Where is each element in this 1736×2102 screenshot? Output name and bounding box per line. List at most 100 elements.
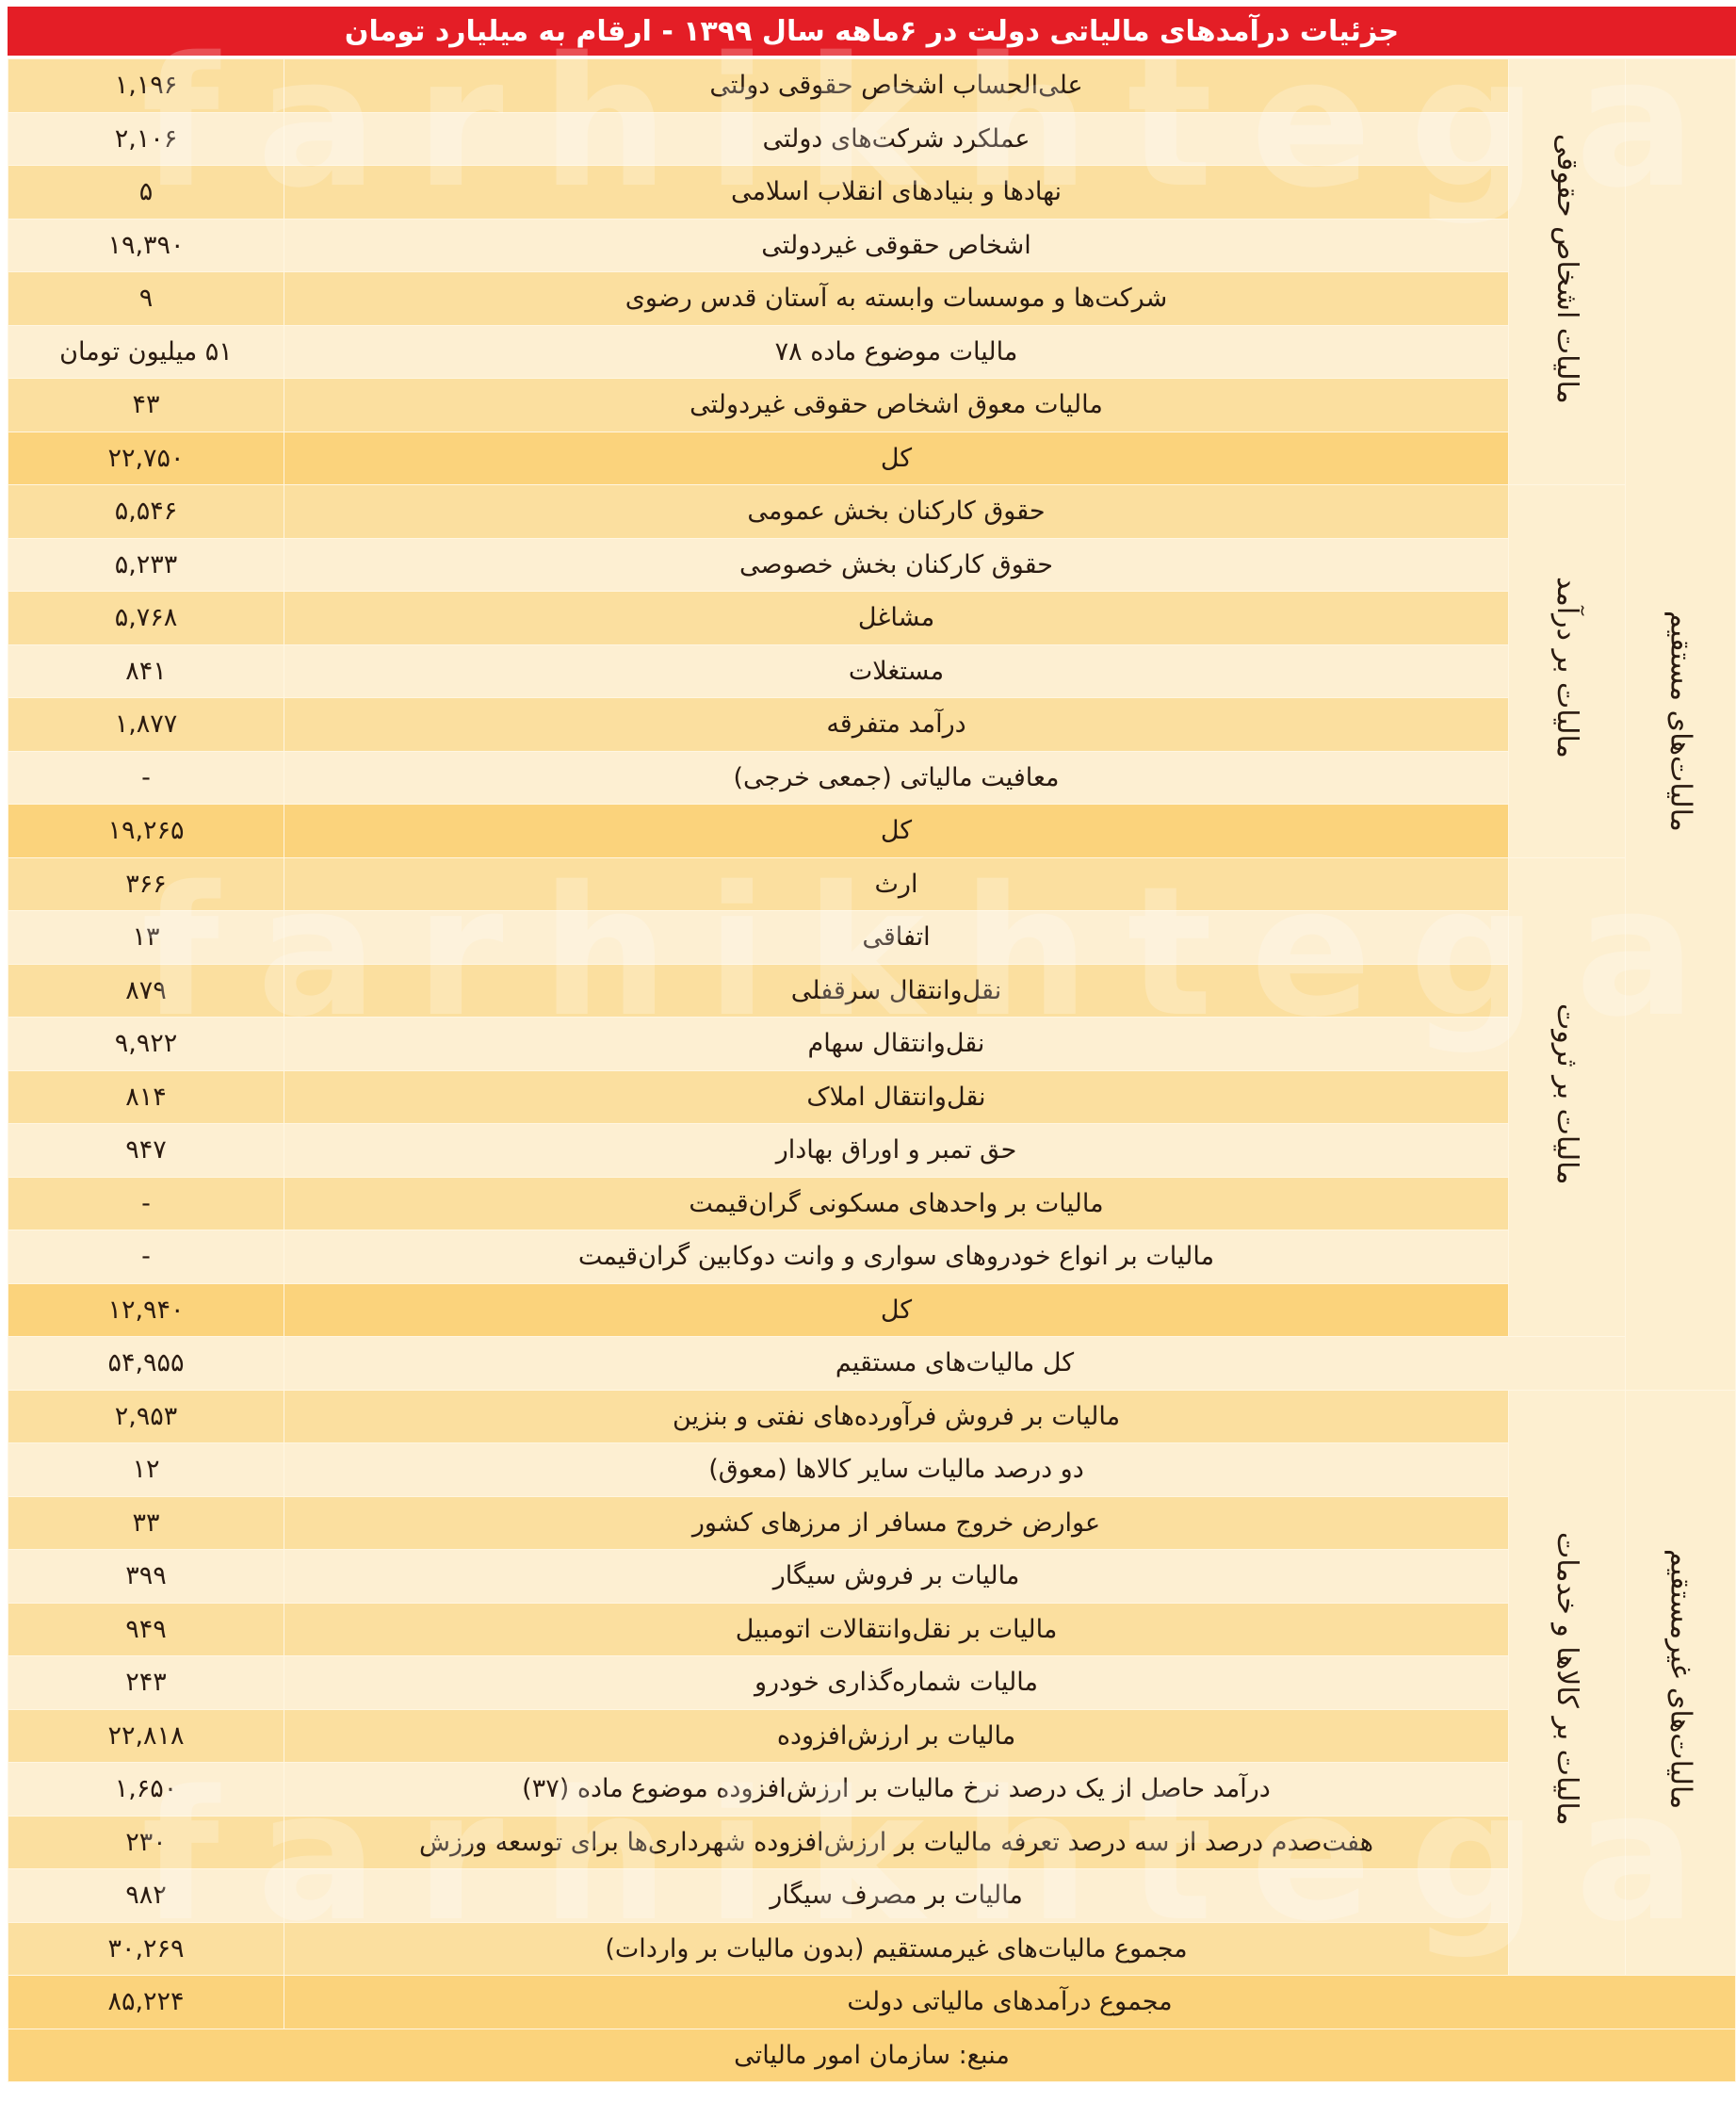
group-total-label: کل مالیات‌های مستقیم	[284, 1336, 1626, 1391]
table-row: عوارض خروج مسافر از مرزهای کشور ۳۳	[8, 1495, 1736, 1550]
subgroup-cell-label: مالیات بر کالاها و خدمات	[1550, 1532, 1583, 1827]
row-value: ۱,۸۷۷	[8, 697, 284, 752]
row-description: مالیات شماره‌گذاری خودرو	[284, 1655, 1509, 1710]
table-row: هفت‌صدم درصد از سه درصد تعرفه مالیات بر …	[8, 1815, 1736, 1869]
row-description: علی‌الحساب اشخاص حقوقی دولتی	[284, 58, 1509, 113]
row-value: ۱۹,۳۹۰	[8, 218, 284, 272]
row-description: هفت‌صدم درصد از سه درصد تعرفه مالیات بر …	[284, 1815, 1509, 1869]
row-description: عوارض خروج مسافر از مرزهای کشور	[284, 1495, 1509, 1550]
row-value: ۹۴۷	[8, 1123, 284, 1178]
row-value: ۵	[8, 165, 284, 220]
table-row: مالیات موضوع ماده ۷۸ ۵۱ میلیون تومان	[8, 324, 1736, 379]
group-cell-label: مالیات‌های غیرمستقیم	[1663, 1549, 1697, 1810]
group-cell: مالیات‌های مستقیم	[1625, 58, 1736, 1391]
row-value: ۳۳	[8, 1495, 284, 1550]
row-description: مجموع مالیات‌های غیرمستقیم (بدون مالیات …	[284, 1921, 1509, 1976]
table-row: مالیات بر فروش سیگار ۳۹۹	[8, 1549, 1736, 1604]
table-row: مالیات‌های مستقیم مالیات اشخاص حقوقی علی‌ا…	[8, 58, 1736, 1391]
subgroup-cell-label: مالیات اشخاص حقوقی	[1550, 133, 1583, 404]
row-description: مالیات بر نقل‌وانتقالات اتومبیل	[284, 1602, 1509, 1656]
row-value: ۹۸۲	[8, 1868, 284, 1923]
table-row: نقل‌وانتقال سرقفلی ۸۷۹	[8, 963, 1736, 1018]
table-row: مالیات بر مصرف سیگار ۹۸۲	[8, 1868, 1736, 1923]
row-description: معافیت مالیاتی (جمعی خرجی)	[284, 750, 1509, 805]
table-row: مالیات بر درآمد حقوق کارکنان بخش عمومی ۵,۵…	[8, 484, 1736, 858]
row-description: حقوق کارکنان بخش عمومی	[284, 484, 1509, 539]
row-value: ۵۱ میلیون تومان	[8, 324, 284, 379]
row-description: نقل‌وانتقال املاک	[284, 1069, 1509, 1124]
row-description: ارث	[284, 856, 1509, 911]
row-value: ۹۴۹	[8, 1602, 284, 1656]
table-row: مالیات شماره‌گذاری خودرو ۲۴۳	[8, 1655, 1736, 1710]
row-description: مالیات معوق اشخاص حقوقی غیردولتی	[284, 378, 1509, 432]
row-description: درآمد متفرقه	[284, 697, 1509, 752]
row-description: مالیات بر فروش فرآورده‌های نفتی و بنزین	[284, 1389, 1509, 1443]
table-row: مستغلات ۸۴۱	[8, 644, 1736, 698]
row-description: دو درصد مالیات سایر کالاها (معوق)	[284, 1442, 1509, 1497]
subgroup-cell: مالیات بر درآمد	[1508, 484, 1626, 858]
subgroup-cell: مالیات بر کالاها و خدمات	[1508, 1389, 1626, 1976]
subtotal-value: ۲۲,۷۵۰	[8, 431, 284, 485]
row-value: ۱,۶۵۰	[8, 1762, 284, 1817]
grand-total-value: ۸۵,۲۲۴	[8, 1975, 284, 2029]
grand-total-label: مجموع درآمدهای مالیاتی دولت	[284, 1975, 1736, 2029]
table-row: اشخاص حقوقی غیردولتی ۱۹,۳۹۰	[8, 218, 1736, 272]
subgroup-cell-label: مالیات بر درآمد	[1550, 577, 1583, 759]
table-row: اتفاقی ۱۳	[8, 910, 1736, 965]
row-value: ۸۷۹	[8, 963, 284, 1018]
row-value: ۱,۱۹۶	[8, 58, 284, 113]
row-value: ۲۴۳	[8, 1655, 284, 1710]
table-row: درآمد حاصل از یک درصد نرخ مالیات بر ارزش…	[8, 1762, 1736, 1817]
row-value: ۱۲	[8, 1442, 284, 1497]
subtotal-value: ۱۲,۹۴۰	[8, 1282, 284, 1337]
row-value: -	[8, 1176, 284, 1230]
source-row: منبع: سازمان امور مالیاتی	[8, 2028, 1736, 2082]
subgroup-cell: مالیات بر ثروت	[1508, 856, 1626, 1337]
table-title: جزئیات درآمدهای مالیاتی دولت در ۶ماهه سا…	[8, 7, 1736, 56]
table-row: عملکرد شرکت‌های دولتی ۲,۱۰۶	[8, 111, 1736, 166]
group-cell: مالیات‌های غیرمستقیم	[1625, 1389, 1736, 1976]
table-row: دو درصد مالیات سایر کالاها (معوق) ۱۲	[8, 1442, 1736, 1497]
table-row: مالیات معوق اشخاص حقوقی غیردولتی ۴۳	[8, 378, 1736, 432]
table-row: نهادها و بنیادهای انقلاب اسلامی ۵	[8, 165, 1736, 220]
grand-total-row: مجموع درآمدهای مالیاتی دولت ۸۵,۲۲۴	[8, 1975, 1736, 2029]
row-description: شرکت‌ها و موسسات وابسته به آستان قدس رضو…	[284, 271, 1509, 326]
table-row: مجموع مالیات‌های غیرمستقیم (بدون مالیات …	[8, 1921, 1736, 1976]
row-value: ۹,۹۲۲	[8, 1017, 284, 1071]
row-description: مالیات موضوع ماده ۷۸	[284, 324, 1509, 379]
row-description: مالیات بر مصرف سیگار	[284, 1868, 1509, 1923]
row-value: ۳۹۹	[8, 1549, 284, 1604]
table-row: نقل‌وانتقال سهام ۹,۹۲۲	[8, 1017, 1736, 1071]
table-row: مالیات‌های غیرمستقیم مالیات بر کالاها و خ…	[8, 1389, 1736, 1976]
row-description: اشخاص حقوقی غیردولتی	[284, 218, 1509, 272]
row-value: ۸۱۴	[8, 1069, 284, 1124]
source-note: منبع: سازمان امور مالیاتی	[8, 2028, 1736, 2082]
row-description: مالیات بر انواع خودروهای سواری و وانت دو…	[284, 1230, 1509, 1284]
group-total-row: کل مالیات‌های مستقیم ۵۴,۹۵۵	[8, 1336, 1736, 1391]
row-description: حقوق کارکنان بخش خصوصی	[284, 537, 1509, 592]
group-cell-label: مالیات‌های مستقیم	[1663, 610, 1697, 832]
row-description: مالیات بر فروش سیگار	[284, 1549, 1509, 1604]
table-row: معافیت مالیاتی (جمعی خرجی) -	[8, 750, 1736, 805]
table-row: حق تمبر و اوراق بهادار ۹۴۷	[8, 1123, 1736, 1178]
row-description: عملکرد شرکت‌های دولتی	[284, 111, 1509, 166]
subtotal-value: ۱۹,۲۶۵	[8, 804, 284, 858]
row-value: ۳۰,۲۶۹	[8, 1921, 284, 1976]
row-value: ۳۶۶	[8, 856, 284, 911]
table-row: حقوق کارکنان بخش خصوصی ۵,۲۳۳	[8, 537, 1736, 592]
table-row: مالیات بر ثروت ارث ۳۶۶	[8, 856, 1736, 1337]
table-row: مالیات بر نقل‌وانتقالات اتومبیل ۹۴۹	[8, 1602, 1736, 1656]
row-value: ۸۴۱	[8, 644, 284, 698]
table-row: نقل‌وانتقال املاک ۸۱۴	[8, 1069, 1736, 1124]
subtotal-row: کل ۱۲,۹۴۰	[8, 1282, 1736, 1337]
table-row: مالیات بر ارزش‌افزوده ۲۲,۸۱۸	[8, 1708, 1736, 1763]
row-value: ۵,۲۳۳	[8, 537, 284, 592]
table-row: شرکت‌ها و موسسات وابسته به آستان قدس رضو…	[8, 271, 1736, 326]
subtotal-label: کل	[284, 431, 1509, 485]
row-description: مستغلات	[284, 644, 1509, 698]
row-value: -	[8, 1230, 284, 1284]
row-value: ۹	[8, 271, 284, 326]
subtotal-row: کل ۱۹,۲۶۵	[8, 804, 1736, 858]
row-description: نقل‌وانتقال سهام	[284, 1017, 1509, 1071]
table-row: درآمد متفرقه ۱,۸۷۷	[8, 697, 1736, 752]
